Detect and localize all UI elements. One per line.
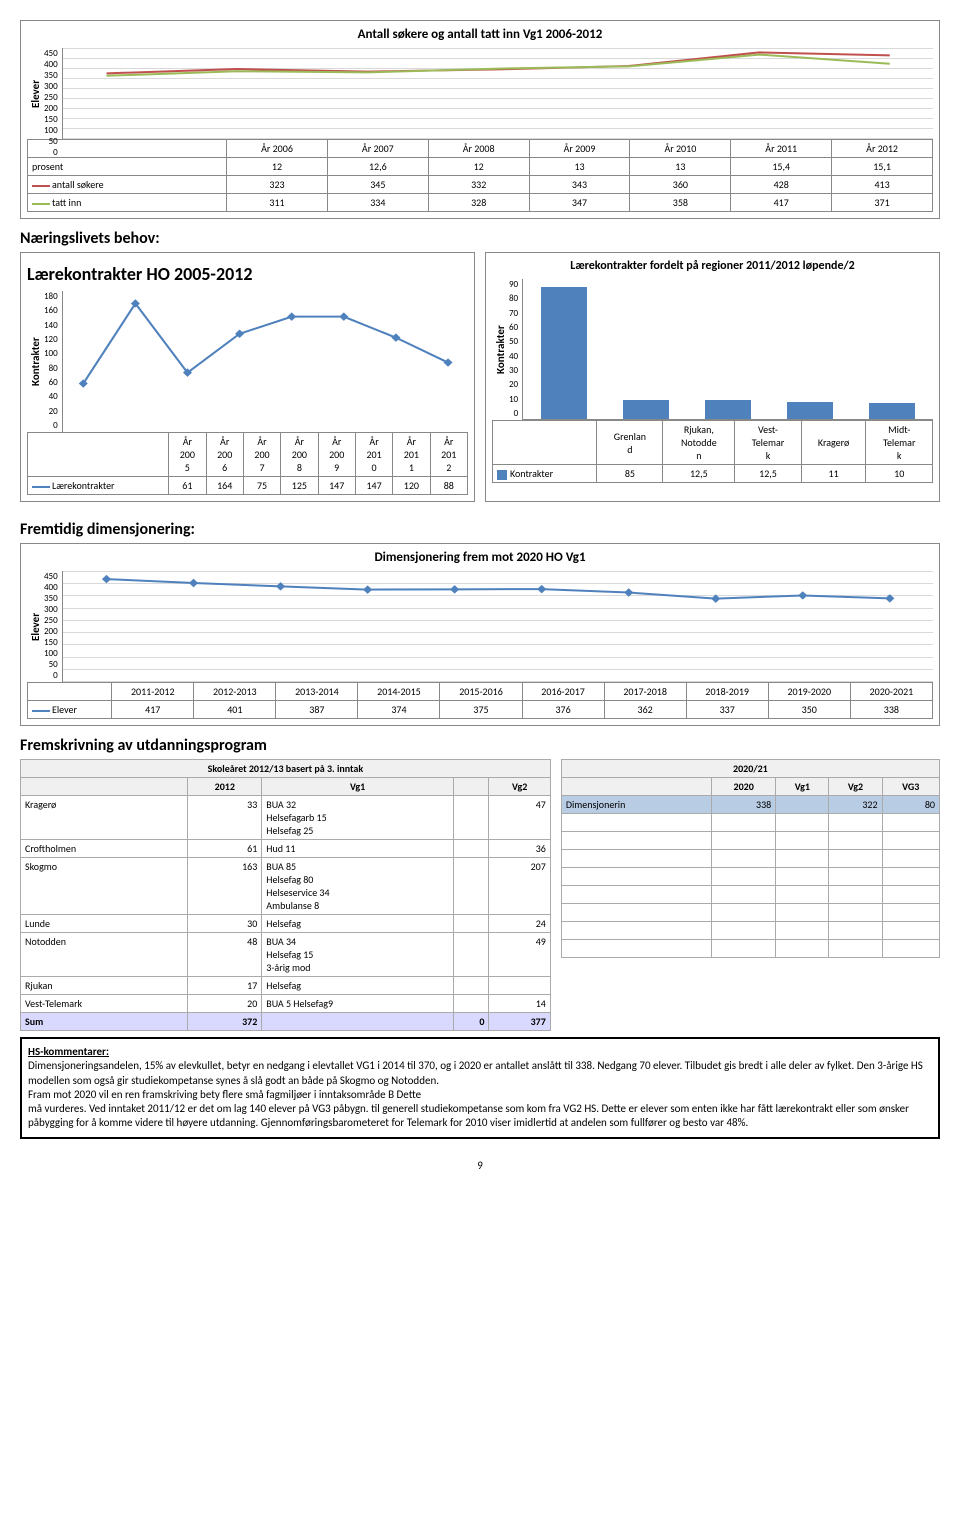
chart1-ylabel: Elever xyxy=(27,48,44,139)
hs-body: Dimensjoneringsandelen, 15% av elevkulle… xyxy=(28,1059,932,1130)
chart4: Dimensjonering frem mot 2020 HO Vg1 Elev… xyxy=(20,543,940,726)
chart4-yticks: 450400350300250200150100500 xyxy=(44,571,62,681)
chart1-yticks: 450400350300250200150100500 xyxy=(44,48,62,138)
heading-naeringslivets: Næringslivets behov: xyxy=(20,229,940,248)
chart2-title: Lærekontrakter HO 2005-2012 xyxy=(27,263,468,285)
page-number: 9 xyxy=(20,1159,940,1172)
chart4-table: 2011-20122012-20132013-20142014-20152015… xyxy=(27,682,933,719)
chart4-ylabel: Elever xyxy=(27,571,44,682)
chart2-plot xyxy=(62,291,468,432)
chart3-ylabel: Kontrakter xyxy=(492,279,509,420)
heading-fremtidig: Fremtidig dimensjonering: xyxy=(20,520,940,539)
chart3: Lærekontrakter fordelt på regioner 2011/… xyxy=(485,252,940,502)
projection-tables: Skoleåret 2012/13 basert på 3. inntak201… xyxy=(20,759,940,1031)
proj-left-table: Skoleåret 2012/13 basert på 3. inntak201… xyxy=(20,759,551,1031)
chart2-table: År 200 5År 200 6År 200 7År 200 8År 200 9… xyxy=(27,432,468,495)
chart4-title: Dimensjonering frem mot 2020 HO Vg1 xyxy=(27,550,933,565)
proj-right-table: 2020/212020Vg1Vg2VG3Dimensjonerin3383228… xyxy=(561,759,940,958)
chart3-table: Grenlan dRjukan, Notodde nVest- Telemar … xyxy=(492,420,933,483)
heading-fremskrivning: Fremskrivning av utdanningsprogram xyxy=(20,736,940,755)
chart3-title: Lærekontrakter fordelt på regioner 2011/… xyxy=(492,259,933,273)
hs-comments: HS-kommentarer: Dimensjoneringsandelen, … xyxy=(20,1037,940,1139)
chart2-yticks: 180160140120100806040200 xyxy=(44,291,62,431)
hs-heading: HS-kommentarer: xyxy=(28,1045,932,1059)
chart1: Antall søkere og antall tatt inn Vg1 200… xyxy=(20,20,940,219)
chart4-plot xyxy=(62,571,933,682)
chart1-title: Antall søkere og antall tatt inn Vg1 200… xyxy=(27,27,933,42)
chart1-table: År 2006År 2007År 2008År 2009År 2010År 20… xyxy=(27,139,933,212)
chart2: Lærekontrakter HO 2005-2012 Kontrakter 1… xyxy=(20,252,475,502)
chart1-plot xyxy=(62,48,933,139)
chart2-ylabel: Kontrakter xyxy=(27,291,44,432)
chart3-yticks: 9080706050403020100 xyxy=(509,279,522,419)
chart3-plot xyxy=(522,279,933,420)
